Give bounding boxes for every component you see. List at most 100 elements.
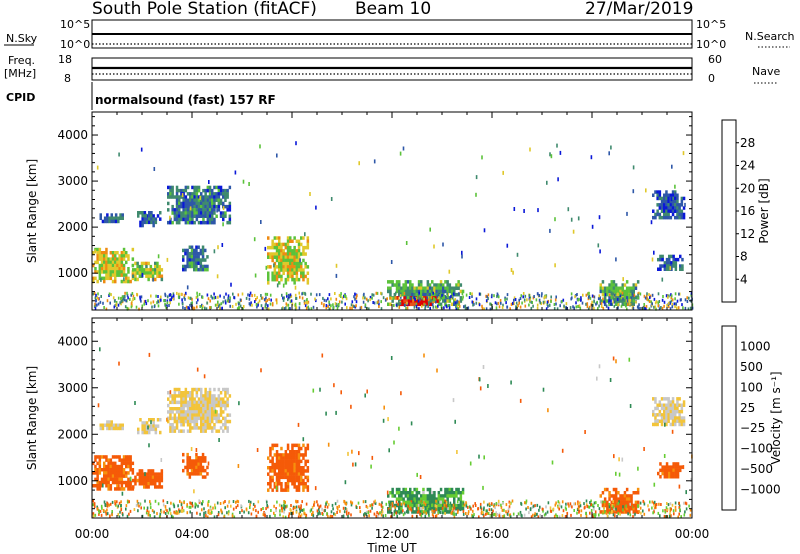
data-cell <box>195 245 198 249</box>
data-cell <box>215 419 218 424</box>
data-cell <box>344 501 347 505</box>
data-cell <box>332 305 335 309</box>
data-cell <box>143 485 146 489</box>
data-cell <box>176 291 178 295</box>
data-cell <box>145 485 148 489</box>
data-cell <box>237 293 240 297</box>
data-cell <box>191 306 194 310</box>
data-cell <box>217 245 219 250</box>
data-cell <box>282 515 284 519</box>
data-cell <box>674 257 678 262</box>
data-cell <box>455 283 458 287</box>
data-cell <box>433 494 436 498</box>
data-cell <box>162 499 165 503</box>
data-cell <box>418 307 420 311</box>
data-cell <box>157 502 160 506</box>
data-cell <box>151 469 155 473</box>
data-cell <box>180 204 183 209</box>
data-cell <box>269 485 272 489</box>
data-cell <box>201 267 205 272</box>
data-cell <box>188 472 192 476</box>
data-cell <box>190 465 194 470</box>
data-cell <box>128 500 130 504</box>
data-cell <box>154 472 157 476</box>
data-cell <box>104 503 106 507</box>
data-cell <box>578 509 581 513</box>
data-cell <box>681 267 684 271</box>
data-cell <box>186 416 190 421</box>
data-cell <box>448 289 452 294</box>
nsearch-tick-bottom: 10^0 <box>696 38 726 51</box>
data-cell <box>682 206 686 210</box>
data-cell <box>300 478 303 483</box>
data-cell <box>120 464 124 469</box>
data-cell <box>105 474 108 478</box>
data-cell <box>433 286 436 290</box>
data-cell <box>99 300 102 304</box>
data-cell <box>608 302 611 306</box>
data-cell <box>98 273 102 277</box>
data-cell <box>278 268 281 272</box>
data-cell <box>172 294 175 298</box>
data-cell <box>135 305 138 309</box>
data-cell <box>255 509 257 513</box>
data-cell <box>670 514 672 518</box>
data-cell <box>671 203 675 207</box>
data-cell <box>189 505 192 509</box>
data-cell <box>432 301 434 305</box>
data-cell <box>193 201 196 206</box>
data-cell <box>623 299 626 303</box>
data-cell <box>278 469 281 473</box>
data-cell <box>343 499 345 503</box>
data-cell <box>360 305 363 309</box>
data-cell <box>264 512 266 516</box>
data-cell <box>663 471 667 476</box>
data-cell <box>180 214 183 218</box>
data-cell <box>105 260 108 265</box>
data-cell <box>547 501 550 505</box>
data-cell <box>184 394 188 398</box>
data-cell <box>113 299 116 303</box>
data-cell <box>291 258 294 263</box>
data-cell <box>130 305 133 309</box>
data-cell <box>472 509 474 513</box>
data-cell <box>373 512 376 516</box>
data-cell <box>186 429 190 433</box>
colorbar-tick-label: 12 <box>740 227 755 241</box>
data-cell <box>213 198 216 202</box>
data-cell <box>127 461 130 466</box>
data-cell <box>221 306 223 310</box>
data-cell <box>195 465 198 470</box>
data-cell <box>659 254 662 259</box>
data-cell <box>398 280 401 284</box>
data-cell <box>206 217 210 222</box>
data-cell <box>345 297 348 301</box>
data-cell <box>195 403 199 408</box>
data-cell <box>149 472 153 476</box>
data-cell <box>625 280 629 284</box>
data-cell <box>303 301 306 305</box>
data-cell <box>668 254 671 259</box>
data-cell <box>425 299 428 303</box>
data-cell <box>171 397 174 401</box>
data-cell <box>437 296 441 300</box>
data-cell <box>148 424 151 428</box>
data-cell <box>420 514 423 518</box>
data-cell <box>674 508 677 512</box>
data-cell <box>417 497 421 501</box>
data-cell <box>193 198 196 202</box>
data-cell <box>92 514 95 518</box>
data-cell <box>479 386 482 391</box>
data-cell <box>159 299 161 303</box>
data-cell <box>282 268 285 272</box>
data-cell <box>178 394 181 398</box>
data-cell <box>632 299 635 303</box>
data-cell <box>656 406 659 411</box>
data-cell <box>437 289 441 294</box>
data-cell <box>289 293 292 297</box>
data-cell <box>378 502 381 506</box>
data-cell <box>122 273 126 277</box>
data-cell <box>219 192 223 196</box>
data-cell <box>116 273 119 277</box>
